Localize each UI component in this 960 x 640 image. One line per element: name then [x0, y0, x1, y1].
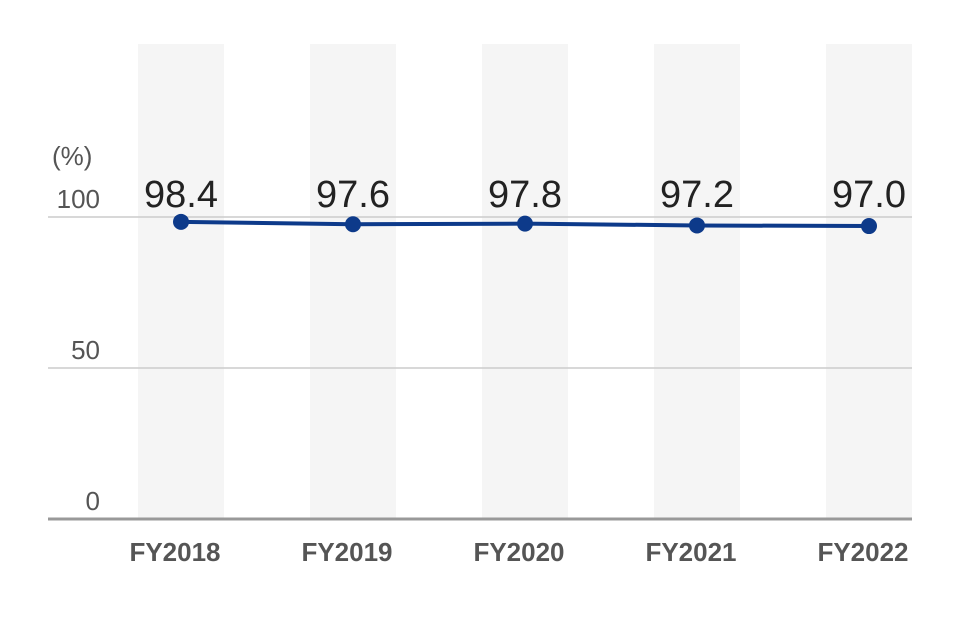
- data-point: [517, 215, 533, 232]
- data-points: [173, 213, 877, 235]
- y-tick-label: 100: [57, 184, 100, 214]
- data-point: [861, 218, 877, 235]
- y-unit-label: (%): [52, 141, 92, 171]
- data-label: 97.6: [316, 174, 390, 216]
- column-band: [138, 44, 224, 519]
- y-axis-ticks: 0 50 100: [57, 184, 100, 516]
- data-labels: 98.4 97.6 97.8 97.2 97.0: [144, 174, 906, 216]
- data-point: [345, 216, 361, 233]
- column-band: [310, 44, 396, 519]
- data-label: 97.8: [488, 174, 562, 216]
- x-tick-label: FY2021: [645, 537, 736, 567]
- column-band: [654, 44, 740, 519]
- y-tick-label: 50: [71, 335, 100, 365]
- y-tick-label: 0: [86, 486, 100, 516]
- column-band: [826, 44, 912, 519]
- column-band: [482, 44, 568, 519]
- column-bands: [138, 44, 912, 519]
- x-tick-label: FY2018: [129, 537, 220, 567]
- x-axis-labels: FY2018 FY2019 FY2020 FY2021 FY2022: [129, 537, 908, 567]
- x-tick-label: FY2019: [301, 537, 392, 567]
- data-label: 98.4: [144, 174, 218, 216]
- data-point: [173, 213, 189, 230]
- data-point: [689, 217, 705, 234]
- data-label: 97.0: [832, 174, 906, 216]
- x-tick-label: FY2022: [817, 537, 908, 567]
- x-tick-label: FY2020: [473, 537, 564, 567]
- gridlines: [48, 216, 912, 369]
- data-label: 97.2: [660, 174, 734, 216]
